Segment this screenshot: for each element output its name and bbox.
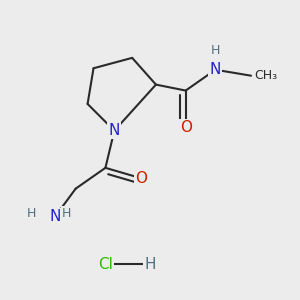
- Text: N: N: [49, 209, 61, 224]
- Text: N: N: [109, 123, 120, 138]
- Text: H: H: [144, 257, 156, 272]
- Text: H: H: [26, 207, 36, 220]
- Text: Cl: Cl: [98, 257, 113, 272]
- Text: H: H: [211, 44, 220, 57]
- Text: H: H: [62, 207, 71, 220]
- Text: O: O: [180, 120, 192, 135]
- Text: O: O: [135, 171, 147, 186]
- Text: N: N: [210, 62, 221, 77]
- Text: CH₃: CH₃: [254, 69, 277, 82]
